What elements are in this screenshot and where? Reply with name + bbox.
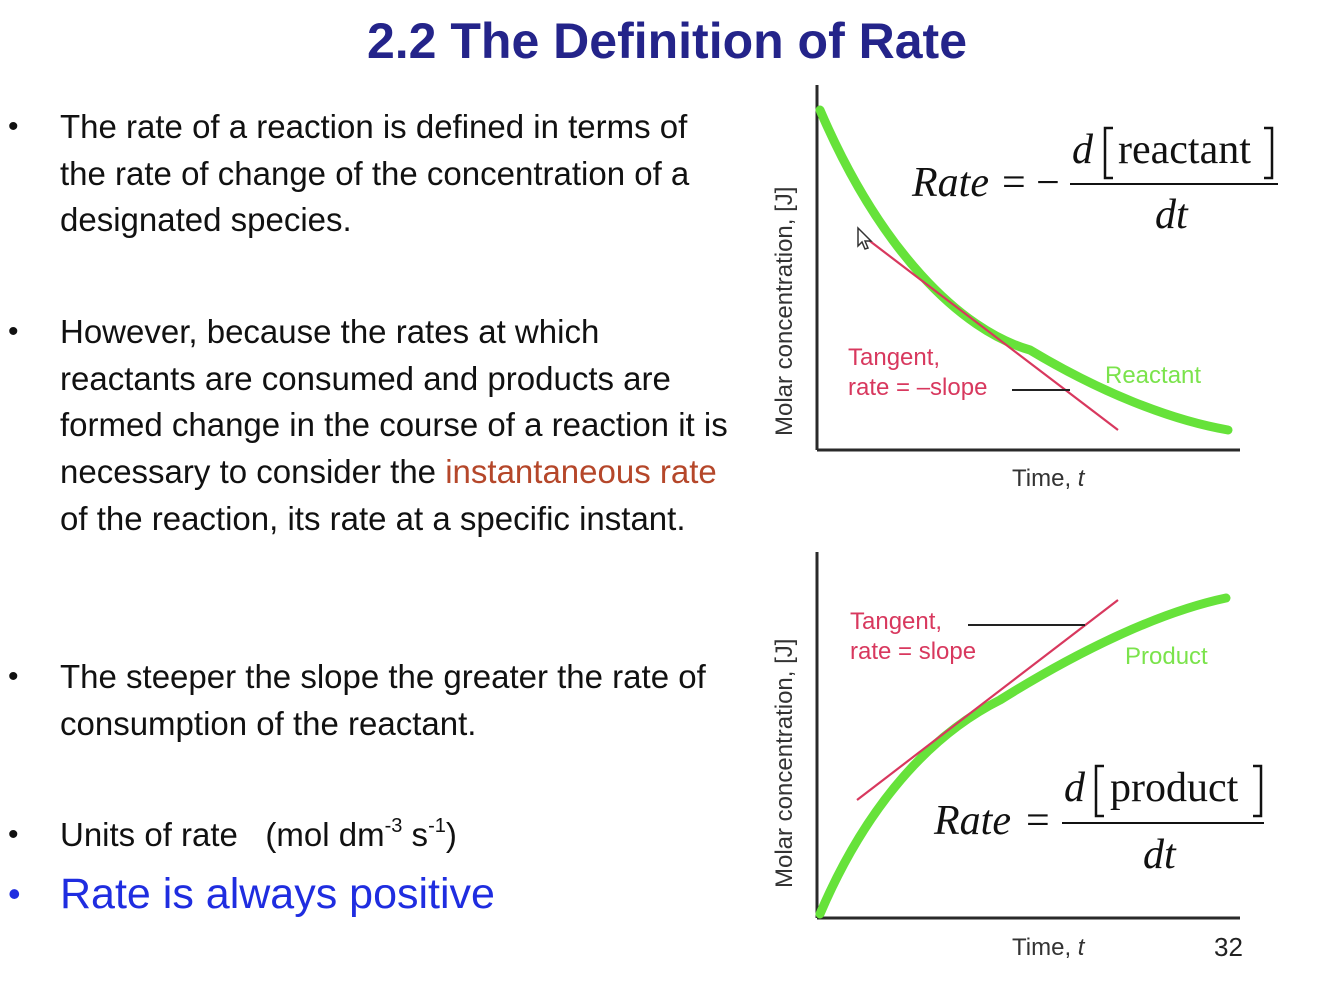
page-number: 32 xyxy=(1214,932,1243,962)
y-axis-label: Molar concentration, [J] xyxy=(771,187,798,436)
bullet-text: The rate of a reaction is defined in ter… xyxy=(60,108,690,239)
reactant-rate-equation: Rate = − d reactant dt xyxy=(911,126,1278,238)
tangent-label-line2: rate = –slope xyxy=(848,374,987,401)
right-bracket xyxy=(1264,126,1274,180)
x-axis-label: Time, t xyxy=(1012,934,1086,961)
bullet-text-emphasis: Rate is always positive xyxy=(60,870,495,918)
bullet-marker: • xyxy=(8,110,19,143)
equation-species: product xyxy=(1110,765,1239,811)
units-exponent-dm: -3 xyxy=(384,815,403,837)
bullet-text-before: However, because the rates at which reac… xyxy=(60,313,728,491)
units-exponent-s: -1 xyxy=(428,815,446,837)
left-bracket xyxy=(1103,126,1113,180)
equation-d: d xyxy=(1064,765,1086,811)
units-prefix: Units of rate (mol dm xyxy=(60,816,385,853)
slide-title: 2.2 The Definition of Rate xyxy=(366,13,968,69)
highlight-instantaneous-rate: instantaneous rate xyxy=(445,453,717,491)
bullet-text: The steeper the slope the greater the ra… xyxy=(60,658,706,742)
reactant-curve-label: Reactant xyxy=(1105,362,1201,389)
product-curve-label: Product xyxy=(1125,643,1208,670)
units-seconds: s xyxy=(402,816,429,853)
equation-species: reactant xyxy=(1118,127,1251,173)
equation-lhs: Rate xyxy=(911,160,989,206)
left-bracket xyxy=(1094,764,1104,818)
right-bracket xyxy=(1253,764,1263,818)
equation-d: d xyxy=(1072,127,1094,173)
reactant-curve xyxy=(815,105,1233,435)
product-rate-equation: Rate = d product dt xyxy=(933,764,1264,878)
equation-denominator: dt xyxy=(1143,832,1177,878)
x-axis-label: Time, t xyxy=(1012,465,1086,492)
y-axis-label: Molar concentration, [J] xyxy=(771,639,798,888)
units-suffix: ) xyxy=(445,816,457,853)
reactant-tangent-line xyxy=(857,231,1119,431)
bullet-text-after: of the reaction, its rate at a specific … xyxy=(60,499,686,537)
tangent-label-line1: Tangent, xyxy=(850,608,942,635)
equation-equals: = − xyxy=(1002,160,1060,206)
equation-equals: = xyxy=(1026,798,1050,844)
tangent-label-line1: Tangent, xyxy=(848,344,940,371)
bullet-marker: • xyxy=(8,818,19,851)
equation-denominator: dt xyxy=(1155,192,1189,238)
bullet-marker: • xyxy=(8,873,21,914)
equation-lhs: Rate xyxy=(933,798,1011,844)
bullet-marker: • xyxy=(8,315,19,348)
bullet-text: However, because the rates at which reac… xyxy=(60,309,740,543)
bullet-text: Units of rate (mol dm-3 s-1) xyxy=(60,812,740,859)
product-tangent-line xyxy=(856,599,1119,801)
mouse-cursor-icon xyxy=(857,226,873,250)
tangent-label-line2: rate = slope xyxy=(850,638,976,665)
product-curve xyxy=(815,593,1231,919)
bullet-marker: • xyxy=(8,660,19,693)
